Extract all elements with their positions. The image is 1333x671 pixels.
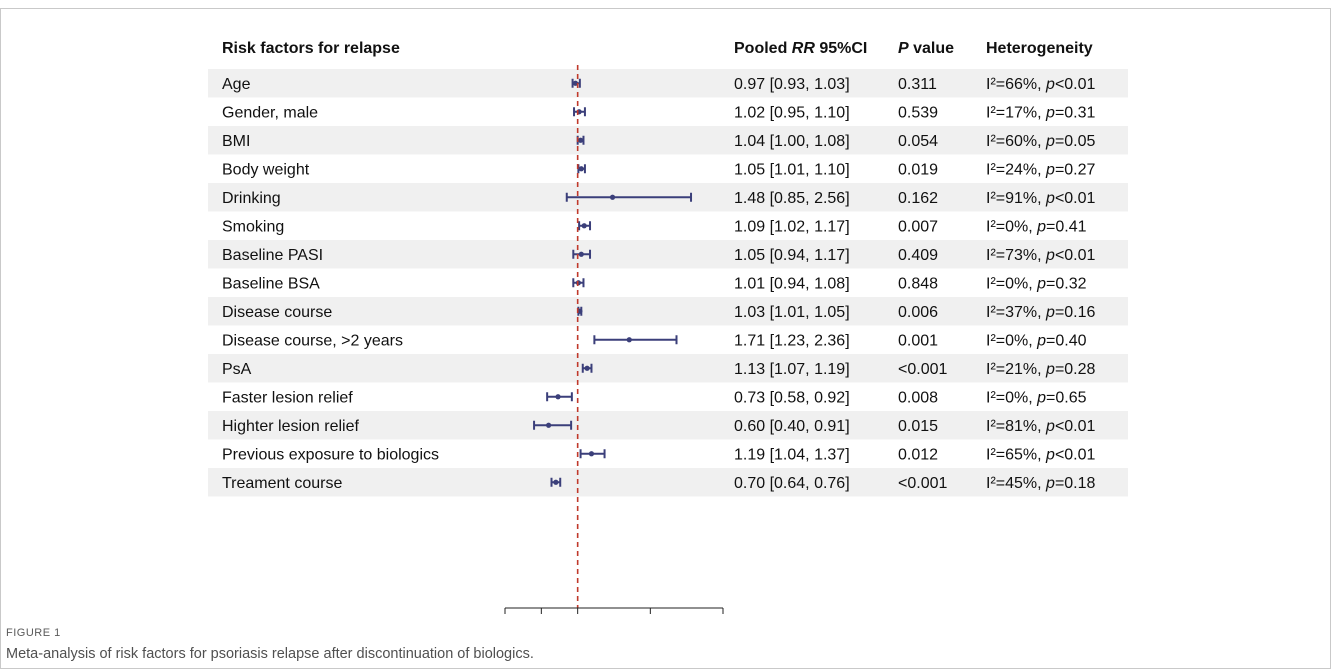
x-tick-label: 0.5 [531,616,552,619]
x-tick-label: 3 [719,616,727,619]
forest-plot: Risk factors for relapse Pooled RR 95%CI P… [208,40,1128,619]
row-shade [208,240,1128,269]
factor-label: Age [222,76,251,93]
row-shade [208,69,1128,98]
p-value: 0.162 [898,190,938,207]
p-value: 0.006 [898,304,938,321]
heterogeneity-value: I²=21%, p=0.28 [986,361,1096,378]
point-estimate [588,451,595,457]
point-estimate [577,137,584,143]
point-estimate [546,422,552,428]
factor-label: BMI [222,133,250,150]
point-estimate [581,223,587,229]
x-tick-label: 1 [573,616,581,619]
rr-ci-value: 1.05 [1.01, 1.10] [734,161,850,178]
row-shade [208,468,1128,497]
point-estimate [584,365,590,371]
factor-label: Baseline PASI [222,247,323,264]
header-heterogeneity: Heterogeneity [986,40,1093,57]
p-value: 0.311 [898,76,937,93]
rr-ci-value: 1.04 [1.00, 1.08] [734,133,850,150]
factor-label: Highter lesion relief [222,418,360,435]
factor-label: PsA [222,361,252,378]
x-tick-label: 0 [501,616,509,619]
heterogeneity-value: I²=17%, p=0.31 [986,104,1096,121]
p-value: 0.008 [898,389,938,406]
heterogeneity-value: I²=0%, p=0.41 [986,218,1087,235]
factor-label: Drinking [222,190,281,207]
factor-label: Disease course, >2 years [222,332,403,349]
p-value: 0.539 [898,104,938,121]
heterogeneity-value: I²=24%, p=0.27 [986,161,1096,178]
point-estimate [578,251,584,257]
factor-label: Gender, male [222,104,318,121]
rr-ci-value: 1.13 [1.07, 1.19] [734,361,850,378]
row-shade [208,126,1128,155]
figure-caption: Meta-analysis of risk factors for psoria… [6,646,534,662]
rr-ci-value: 0.70 [0.64, 0.76] [734,475,850,492]
x-tick-label: 2 [646,616,654,619]
p-value: 0.054 [898,133,938,150]
row-shade [208,411,1128,440]
rr-ci-value: 1.48 [0.85, 2.56] [734,190,850,207]
header-p-value: P value [898,40,954,57]
heterogeneity-value: I²=65%, p<0.01 [986,446,1096,463]
rr-ci-value: 0.73 [0.58, 0.92] [734,389,850,406]
factor-label: Baseline BSA [222,275,320,292]
factor-label: Faster lesion relief [222,389,353,406]
point-estimate [572,80,579,86]
factor-label: Treament course [222,475,342,492]
p-value: 0.019 [898,161,938,178]
rr-ci-value: 1.71 [1.23, 2.36] [734,332,850,349]
heterogeneity-value: I²=0%, p=0.65 [986,389,1087,406]
p-value: 0.012 [898,446,938,463]
heterogeneity-value: I²=73%, p<0.01 [986,247,1096,264]
point-estimate [578,166,584,172]
p-value: <0.001 [898,361,947,378]
heterogeneity-value: I²=66%, p<0.01 [986,76,1096,93]
rr-ci-value: 1.03 [1.01, 1.05] [734,304,850,321]
point-estimate [626,337,632,343]
rr-ci-value: 0.60 [0.40, 0.91] [734,418,850,435]
heterogeneity-value: I²=37%, p=0.16 [986,304,1096,321]
rr-ci-value: 1.01 [0.94, 1.08] [734,275,850,292]
heterogeneity-value: I²=91%, p<0.01 [986,190,1096,207]
point-estimate [553,479,559,485]
point-estimate [555,394,561,400]
p-value: 0.007 [898,218,938,235]
p-value: 0.001 [898,332,938,349]
rr-ci-value: 1.19 [1.04, 1.37] [734,446,850,463]
p-value: 0.409 [898,247,938,264]
heterogeneity-value: I²=81%, p<0.01 [986,418,1096,435]
figure-label: FIGURE 1 [6,627,61,639]
factor-label: Smoking [222,218,284,235]
rr-ci-value: 0.97 [0.93, 1.03] [734,76,850,93]
point-estimate [609,194,616,200]
row-shade [208,297,1128,326]
rr-ci-value: 1.05 [0.94, 1.17] [734,247,850,264]
heterogeneity-value: I²=60%, p=0.05 [986,133,1096,150]
factor-label: Previous exposure to biologics [222,446,439,463]
heterogeneity-value: I²=45%, p=0.18 [986,475,1096,492]
heterogeneity-value: I²=0%, p=0.32 [986,275,1087,292]
factor-label: Body weight [222,161,310,178]
row-shade [208,354,1128,383]
figure-frame: Risk factors for relapse Pooled RR 95%CI P… [0,8,1331,669]
p-value: <0.001 [898,475,947,492]
rr-ci-value: 1.02 [0.95, 1.10] [734,104,850,121]
heterogeneity-value: I²=0%, p=0.40 [986,332,1087,349]
rr-ci-value: 1.09 [1.02, 1.17] [734,218,850,235]
p-value: 0.015 [898,418,938,435]
factor-label: Disease course [222,304,332,321]
point-estimate [577,308,583,314]
header-factor: Risk factors for relapse [222,40,400,57]
p-value: 0.848 [898,275,938,292]
header-pooled-rr: Pooled RR 95%CI [734,40,867,57]
